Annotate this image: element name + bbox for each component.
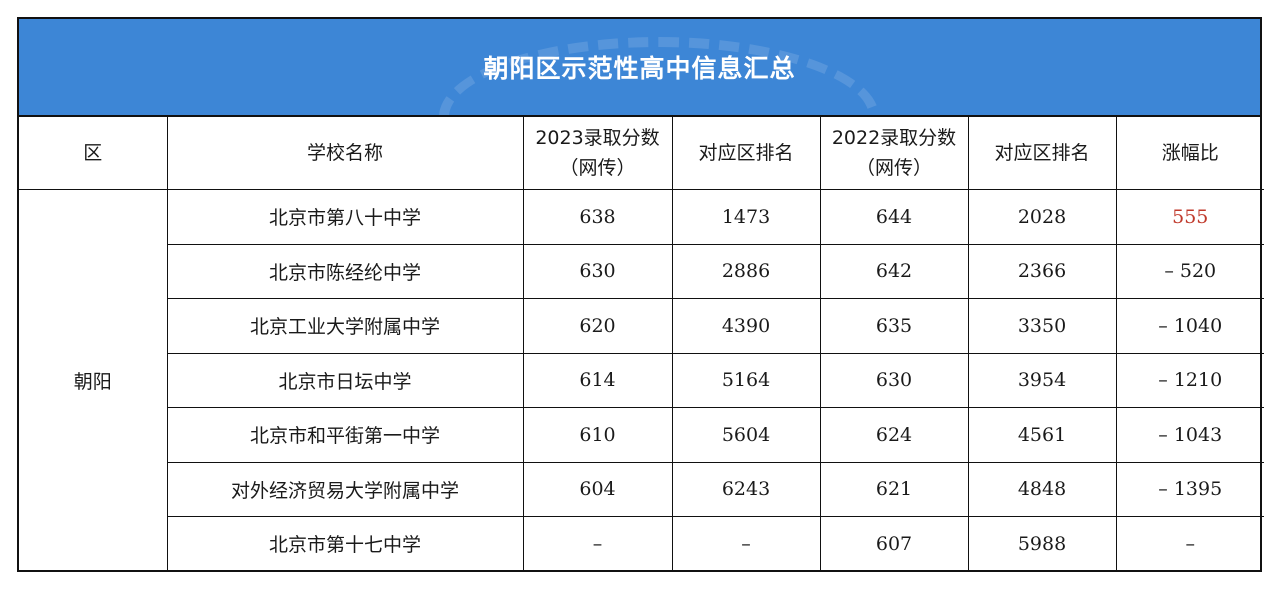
score-2023: 604: [522, 461, 673, 517]
table-row: 北京市第十七中学 – – 607 5988 –: [19, 516, 1264, 571]
rank-2023: –: [671, 516, 821, 571]
header-score-2022-line2: （网传）: [855, 157, 932, 179]
rank-2023: 2886: [671, 243, 821, 299]
rank-2022: 2366: [967, 243, 1117, 299]
score-2022: 624: [819, 407, 969, 463]
rank-2023: 1473: [671, 189, 821, 245]
table-row: 对外经济贸易大学附属中学 604 6243 621 4848 – 1395: [19, 461, 1264, 517]
change-value: – 520: [1115, 243, 1264, 299]
score-2023: 610: [522, 407, 673, 463]
score-2023: 620: [522, 298, 673, 354]
score-2022: 644: [819, 189, 969, 245]
header-score-2023: 2023录取分数 （网传）: [522, 117, 673, 190]
rank-2022: 3350: [967, 298, 1117, 354]
header-rank-2023: 对应区排名: [671, 117, 821, 190]
score-2023: –: [522, 516, 673, 571]
school-name: 北京市第十七中学: [167, 516, 524, 571]
school-name: 对外经济贸易大学附属中学: [167, 461, 524, 517]
score-2023: 638: [522, 189, 673, 245]
rank-2023: 5164: [671, 352, 821, 408]
header-score-2023-line2: （网传）: [559, 157, 636, 179]
table-row: 朝阳 北京市第八十中学 638 1473 644 2028 555: [19, 189, 1264, 571]
change-value: – 1040: [1115, 298, 1264, 354]
rank-2022: 4848: [967, 461, 1117, 517]
table-row: 北京工业大学附属中学 620 4390 635 3350 – 1040: [19, 298, 1264, 354]
school-table: 区 学校名称 2023录取分数 （网传） 对应区排名 2022录取分数 （网传）…: [19, 117, 1264, 571]
rank-2023: 4390: [671, 298, 821, 354]
table-row: 北京市陈经纶中学 630 2886 642 2366 – 520: [19, 243, 1264, 299]
header-change: 涨幅比: [1115, 117, 1264, 190]
header-score-2022: 2022录取分数 （网传）: [819, 117, 969, 190]
school-name: 北京市陈经纶中学: [167, 243, 524, 299]
change-value: 555: [1115, 189, 1264, 245]
score-2022: 621: [819, 461, 969, 517]
rank-2023: 5604: [671, 407, 821, 463]
school-name: 北京工业大学附属中学: [167, 298, 524, 354]
score-2023: 630: [522, 243, 673, 299]
change-value: – 1395: [1115, 461, 1264, 517]
rank-2022: 2028: [967, 189, 1117, 245]
school-name: 北京市日坛中学: [167, 352, 524, 408]
change-value: – 1043: [1115, 407, 1264, 463]
header-rank-2022: 对应区排名: [967, 117, 1117, 190]
score-2022: 630: [819, 352, 969, 408]
score-2022: 635: [819, 298, 969, 354]
score-2022: 607: [819, 516, 969, 571]
school-name: 北京市第八十中学: [166, 189, 524, 245]
rank-2022: 4561: [967, 407, 1117, 463]
header-district: 区: [19, 117, 168, 190]
table-row: 北京市和平街第一中学 610 5604 624 4561 – 1043: [19, 407, 1264, 463]
table-row: 北京市日坛中学 614 5164 630 3954 – 1210: [19, 352, 1264, 408]
header-score-2022-line1: 2022录取分数: [831, 127, 957, 149]
district-cell: 朝阳: [19, 189, 168, 571]
change-value: –: [1115, 516, 1264, 571]
header-score-2023-line1: 2023录取分数: [535, 127, 660, 149]
title-bar: 朝阳区示范性高中信息汇总: [19, 19, 1260, 117]
header-school: 学校名称: [166, 117, 524, 190]
school-name: 北京市和平街第一中学: [167, 407, 524, 463]
rank-2023: 6243: [671, 461, 821, 517]
change-value: – 1210: [1115, 352, 1264, 408]
score-2023: 614: [522, 352, 673, 408]
header-row: 区 学校名称 2023录取分数 （网传） 对应区排名 2022录取分数 （网传）…: [19, 117, 1264, 190]
score-2022: 642: [819, 243, 969, 299]
summary-table-container: 朝阳区示范性高中信息汇总 区 学校名称 2023录取分数 （网传） 对应区排名 …: [17, 17, 1264, 572]
table-title: 朝阳区示范性高中信息汇总: [483, 54, 796, 83]
rank-2022: 5988: [967, 516, 1117, 571]
rank-2022: 3954: [967, 352, 1117, 408]
